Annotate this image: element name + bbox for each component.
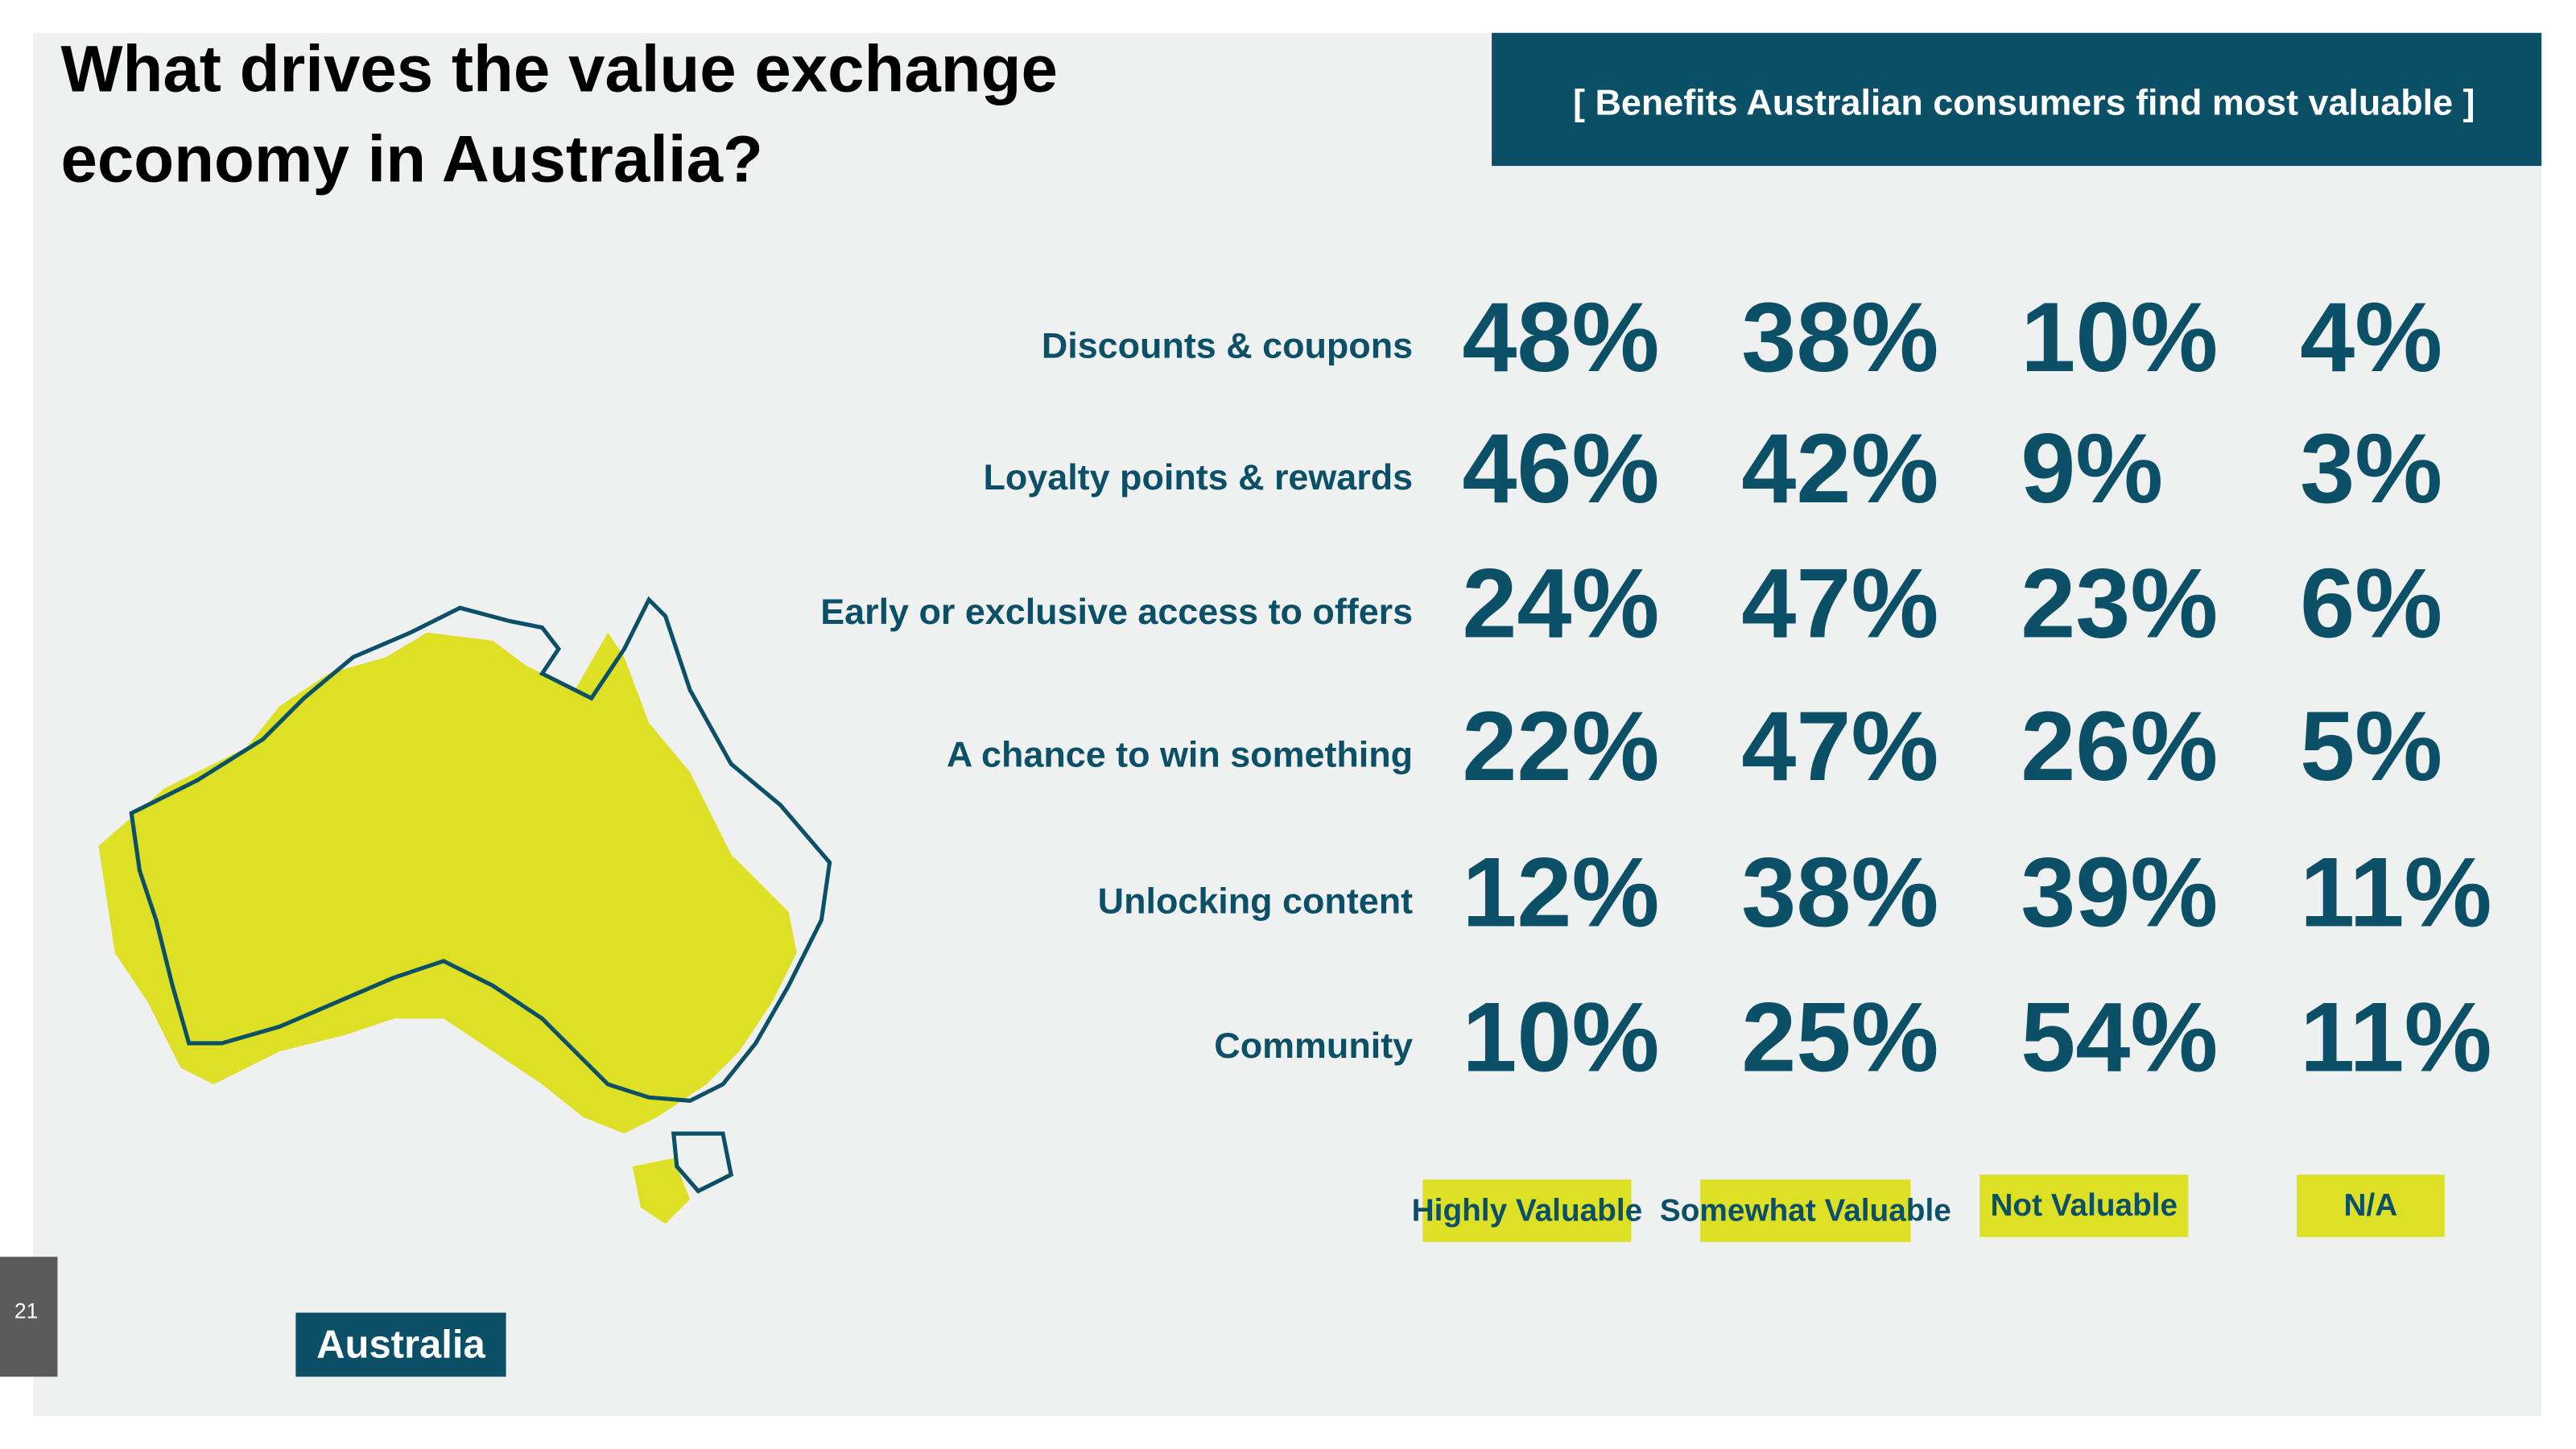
cell-value: 48% — [1462, 282, 1659, 392]
cell-value: 26% — [2021, 691, 2218, 801]
cell-value: 9% — [2021, 413, 2163, 523]
cell-value: 47% — [1741, 691, 1938, 801]
legend-label: Highly Valuable — [1412, 1193, 1643, 1228]
row-label: Discounts & coupons — [1042, 325, 1413, 366]
cell-value: 54% — [2021, 981, 2218, 1092]
legend-label: Not Valuable — [1990, 1188, 2178, 1223]
cell-value: 4% — [2300, 282, 2442, 392]
title-line: What drives the value exchange — [61, 32, 1058, 105]
cell-value: 11% — [2300, 837, 2491, 947]
legend-box — [1422, 1179, 1632, 1242]
map-label-box — [295, 1312, 506, 1377]
cell-value: 10% — [2021, 282, 2218, 392]
map-label: Australia — [316, 1323, 485, 1366]
map-fill — [98, 632, 797, 1224]
row-label: Loyalty points & rewards — [983, 456, 1413, 497]
cell-value: 23% — [2021, 548, 2218, 658]
cell-value: 24% — [1462, 548, 1659, 658]
page-number-box — [0, 1257, 58, 1377]
cell-value: 6% — [2300, 548, 2442, 658]
cell-value: 3% — [2300, 413, 2442, 523]
subtitle: [ Benefits Australian consumers find mos… — [1573, 81, 2475, 122]
legend-label: N/A — [2344, 1188, 2398, 1223]
row-label: Early or exclusive access to offers — [820, 591, 1413, 632]
cell-value: 42% — [1741, 413, 1938, 523]
cell-value: 46% — [1462, 413, 1659, 523]
cell-value: 5% — [2300, 691, 2442, 801]
cell-value: 38% — [1741, 837, 1938, 947]
legend-box — [2297, 1174, 2445, 1237]
cell-value: 25% — [1741, 981, 1938, 1092]
cell-value: 38% — [1741, 282, 1938, 392]
map-outline — [129, 596, 832, 1194]
title-line: economy in Australia? — [61, 123, 763, 196]
row-label: A chance to win something — [947, 734, 1413, 775]
cell-value: 39% — [2021, 837, 2218, 947]
subtitle-box — [1492, 32, 2542, 167]
page-number: 21 — [14, 1299, 39, 1323]
cell-value: 10% — [1462, 981, 1659, 1092]
legend-box — [1979, 1174, 2189, 1237]
table: Discounts & coupons 48% 38% 10% 4% Loyalty po… — [820, 282, 2491, 1242]
cell-value: 47% — [1741, 548, 1938, 658]
legend-box — [1700, 1179, 1911, 1242]
cell-value: 12% — [1462, 837, 1659, 947]
row-label: Unlocking content — [1098, 880, 1413, 921]
cell-value: 11% — [2300, 981, 2491, 1092]
cell-value: 22% — [1462, 691, 1659, 801]
row-label: Community — [1214, 1025, 1413, 1066]
legend-label: Somewhat Valuable — [1660, 1193, 1951, 1228]
